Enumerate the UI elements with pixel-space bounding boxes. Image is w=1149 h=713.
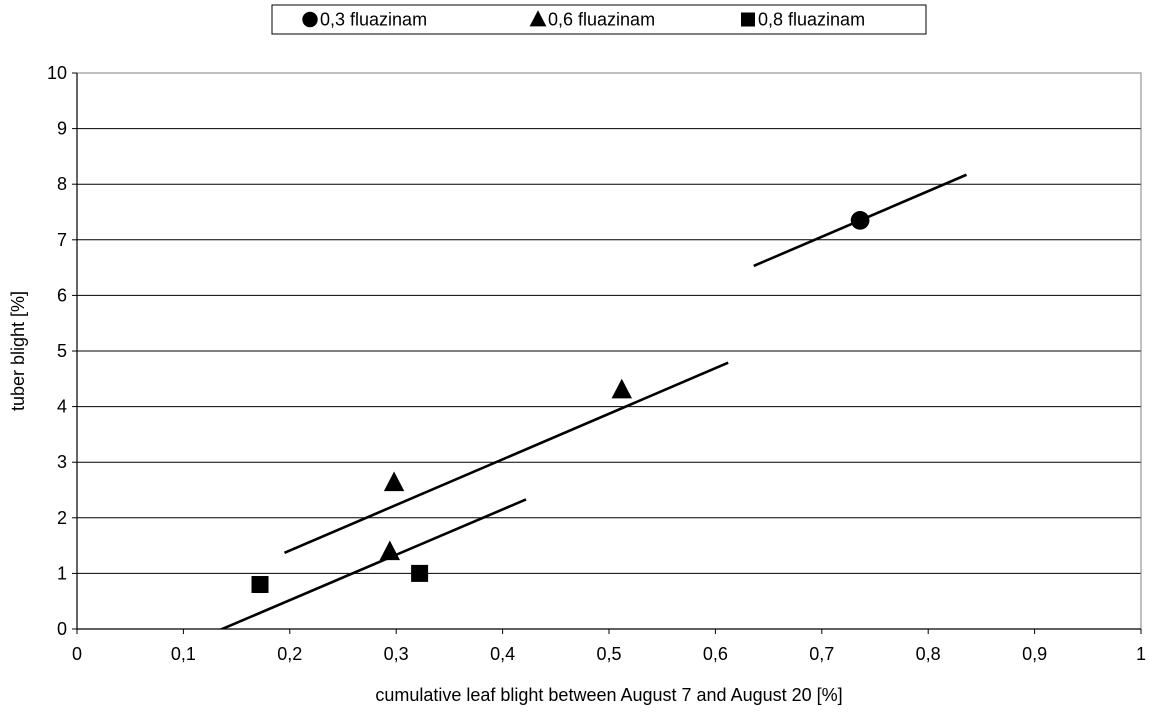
x-tick-label: 0,7 bbox=[809, 644, 834, 664]
y-tick-label: 8 bbox=[57, 174, 67, 194]
x-tick-label: 0,4 bbox=[490, 644, 515, 664]
y-tick-label: 7 bbox=[57, 230, 67, 250]
square-marker bbox=[411, 564, 429, 582]
axes bbox=[72, 72, 1142, 634]
legend-item: 0,6 fluazinam bbox=[529, 10, 655, 30]
y-tick-labels: 0 1 2 3 4 5 6 7 8 9 10 bbox=[47, 63, 67, 639]
y-tick-label: 0 bbox=[57, 619, 67, 639]
y-tick-label: 6 bbox=[57, 285, 67, 305]
legend-box bbox=[271, 4, 927, 35]
y-tick-label: 1 bbox=[57, 563, 67, 583]
y-tick-label: 3 bbox=[57, 452, 67, 472]
trend-line bbox=[218, 498, 527, 629]
square-marker bbox=[251, 576, 269, 594]
x-tick-labels: 0 0,1 0,2 0,3 0,4 0,5 0,6 0,7 0,8 0,9 1 bbox=[72, 644, 1146, 664]
x-tick-label: 0,5 bbox=[596, 644, 621, 664]
triangle-marker bbox=[383, 471, 405, 492]
x-tick-label: 0,6 bbox=[703, 644, 728, 664]
y-tick-label: 2 bbox=[57, 508, 67, 528]
triangle-marker bbox=[379, 540, 401, 561]
y-tick-label: 4 bbox=[57, 397, 67, 417]
x-tick-label: 0 bbox=[72, 644, 82, 664]
y-axis-title: tuber blight [%] bbox=[8, 291, 28, 411]
legend-item: 0,3 fluazinam bbox=[302, 10, 427, 30]
grid-lines bbox=[77, 128, 1141, 574]
x-tick-label: 0,9 bbox=[1022, 644, 1047, 664]
data-points bbox=[251, 210, 870, 594]
y-tick-label: 9 bbox=[57, 119, 67, 139]
x-tick-label: 0,1 bbox=[171, 644, 196, 664]
circle-marker bbox=[850, 210, 870, 230]
y-tick-label: 10 bbox=[47, 63, 67, 83]
circle-marker bbox=[302, 11, 318, 28]
x-tick-label: 0,2 bbox=[277, 644, 302, 664]
triangle-marker bbox=[611, 378, 632, 399]
x-axis-title: cumulative leaf blight between August 7 … bbox=[375, 685, 842, 705]
triangle-marker bbox=[529, 10, 547, 27]
square-marker bbox=[741, 12, 755, 27]
legend-label: 0,6 fluazinam bbox=[548, 10, 655, 30]
y-tick-label: 5 bbox=[57, 341, 67, 361]
x-tick-label: 0,3 bbox=[384, 644, 409, 664]
trend-lines bbox=[218, 173, 968, 629]
legend-item: 0,8 fluazinam bbox=[741, 10, 865, 30]
x-tick-label: 1 bbox=[1136, 644, 1146, 664]
legend-label: 0,3 fluazinam bbox=[320, 10, 427, 30]
legend-label: 0,8 fluazinam bbox=[758, 10, 865, 30]
trend-line bbox=[283, 361, 729, 555]
legend: 0,3 fluazinam 0,6 fluazinam 0,8 fluazinam bbox=[271, 4, 927, 35]
x-tick-label: 0,8 bbox=[916, 644, 941, 664]
